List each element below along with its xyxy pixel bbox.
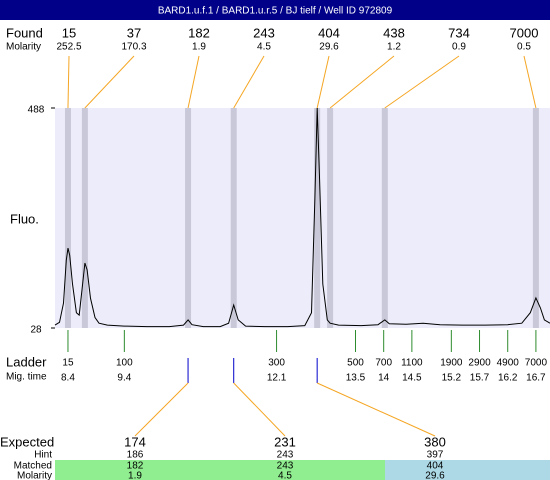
hint-value: 186 [127,450,144,461]
matched-value: 404 [427,461,444,472]
found-label: Found [6,25,43,40]
found-molarity: 29.6 [319,42,339,53]
found-connector [84,55,135,109]
found-size: 182 [188,25,210,40]
ladder-size: 4900 [497,358,520,369]
y-axis-label: Fluo. [10,211,39,226]
peak-band [81,108,88,328]
expected-connector [316,382,436,437]
matched-label: Matched [14,461,52,472]
peak-band [532,108,539,328]
peak-band [327,108,334,328]
match-background [220,460,385,480]
ladder-time: 14.5 [402,373,422,384]
hint-label: Hint [34,450,52,461]
expected-value: 380 [424,434,446,449]
found-connector [233,55,265,109]
matched-molarity: 4.5 [278,471,292,480]
match-background [385,460,550,480]
expected-value: 174 [124,434,146,449]
match-background [55,460,220,480]
ladder-time: 16.7 [526,373,546,384]
found-connector [187,55,200,109]
hint-value: 397 [427,450,444,461]
found-molarity: 0.9 [452,42,466,53]
trace-line [54,107,550,328]
peak-band [381,108,388,328]
chart-title: BARD1.u.f.1 / BARD1.u.r.5 / BJ tielf / W… [158,6,393,17]
matched-molarity: 1.9 [128,471,142,480]
ladder-time: 12.1 [267,373,287,384]
ladder-time: 9.4 [117,373,131,384]
expected-connector [233,382,286,437]
found-size: 7000 [510,25,539,40]
found-molarity: 4.5 [257,42,271,53]
ladder-time: 14 [378,373,390,384]
expected-molarity-label: Molarity [17,471,52,480]
matched-molarity: 29.6 [425,471,445,480]
expected-connector [134,382,189,437]
ladder-size: 15 [62,358,74,369]
found-connector [329,55,395,109]
expected-label: Expected [0,434,54,449]
found-molarity: 0.5 [517,42,531,53]
ladder-time: 13.5 [346,373,366,384]
found-connector [384,55,460,109]
matched-value: 182 [127,461,144,472]
ladder-size: 1100 [401,358,423,369]
found-size: 37 [127,25,141,40]
peak-band [314,108,321,328]
ladder-time: 15.2 [442,373,462,384]
found-connector [67,55,70,109]
found-molarity: 1.2 [387,42,401,53]
found-molarity: 1.9 [192,42,206,53]
hint-value: 243 [277,450,294,461]
ladder-time: 16.2 [498,373,518,384]
found-size: 734 [448,25,470,40]
mig-time-label: Mig. time [6,372,47,383]
ladder-size: 1900 [440,358,463,369]
plot-area [55,108,550,328]
ladder-label: Ladder [6,354,47,369]
found-size: 243 [253,25,275,40]
ladder-size: 7000 [525,358,548,369]
title-bar [0,0,550,20]
peak-band [185,108,192,328]
ladder-size: 300 [268,358,285,369]
found-size: 15 [62,25,76,40]
y-tick-label: 28 [30,325,42,336]
molarity-label: Molarity [6,42,41,53]
expected-value: 231 [274,434,296,449]
ladder-size: 500 [347,358,364,369]
ladder-size: 2900 [468,358,491,369]
ladder-size: 700 [375,358,392,369]
found-molarity: 252.5 [56,42,81,53]
ladder-size: 100 [116,358,133,369]
found-connector [523,55,537,109]
ladder-time: 15.7 [470,373,490,384]
found-molarity: 170.3 [121,42,146,53]
peak-band [230,108,237,328]
peak-band [64,108,71,328]
found-size: 438 [383,25,405,40]
matched-value: 243 [277,461,294,472]
found-connector [316,55,330,109]
ladder-time: 8.4 [61,373,75,384]
found-size: 404 [318,25,340,40]
y-tick-label: 488 [28,105,45,116]
